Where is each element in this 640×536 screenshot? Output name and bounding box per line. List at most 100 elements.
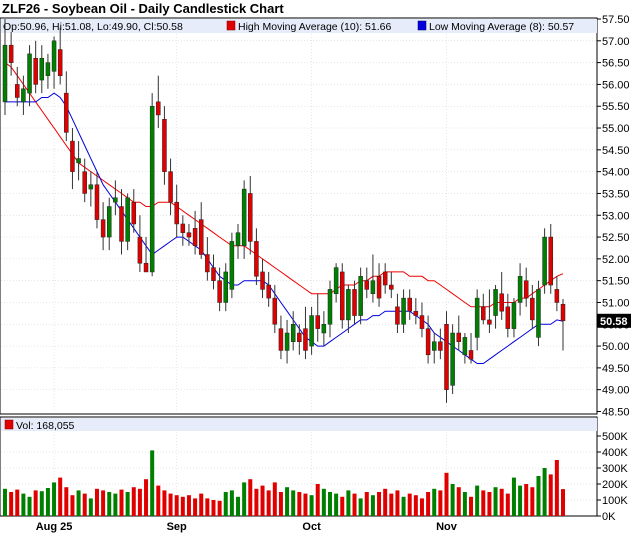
candle-body [407,297,412,312]
volume-bar [76,490,81,516]
candle-body [462,337,468,356]
volume-bar [493,487,498,516]
volume-bar [548,474,553,516]
chart-title: ZLF26 - Soybean Oil - Daily Candlestick … [2,1,284,16]
x-axis: Aug 25 Sep Oct Nov [36,521,458,533]
volume-bar [52,482,57,516]
candle-body [272,297,278,325]
volume-tick-label: 0K [602,511,616,523]
volume-legend-swatch [4,419,14,430]
candle-body [39,58,45,81]
volume-bar [309,495,314,516]
candle-body [303,328,308,351]
volume-bar [272,482,277,516]
candle-body [499,293,504,312]
last-price-tag-bg [597,313,631,328]
volume-bar [327,492,332,516]
volume-bar [297,492,302,516]
high-ma-legend-swatch [226,20,236,31]
volume-bar [101,490,106,516]
candle-body [297,332,302,342]
time-label: Sep [167,521,187,533]
volume-bar [413,495,418,516]
candle-body [481,306,486,321]
candle-body [487,319,492,325]
volume-bar [15,489,20,516]
volume-bar [242,482,247,516]
volume-bar [70,495,75,516]
volume-bar [377,492,382,516]
volume-bar [511,477,516,516]
candle-body [511,302,517,329]
volume-bar [82,493,87,516]
candle-body [376,276,382,299]
candle-body [100,219,106,238]
candle-body [137,236,143,264]
time-label: Oct [302,521,321,533]
volume-bar [223,492,228,516]
volume-tick-label: 300K [602,463,628,475]
volume-bar [444,472,449,516]
candle-body [358,276,363,316]
candle-body [315,315,320,329]
volume-bar [542,468,547,516]
candle-body [493,289,498,316]
price-tick-label: 53.00 [602,210,630,222]
candle-body [352,289,357,316]
volume-axis: 0K 100K 200K 300K 400K 500K [597,431,628,523]
candle-body [456,332,462,342]
volume-bar [94,488,99,516]
price-tick-label: 55.00 [602,123,630,135]
volume-tick-label: 100K [602,495,628,507]
volume-bar [248,479,253,516]
candle-body [211,267,216,281]
price-tick-label: 57.50 [602,14,630,26]
ohlc-readout: Op:50.96, Hi:51.08, Lo:49.90, Cl:50.58 [3,21,183,33]
volume-bar [217,500,222,516]
volume-bar [462,492,467,516]
candle-body [131,201,137,225]
candle-body [419,315,425,329]
volume-bar [450,484,455,516]
volume-bar [211,500,216,516]
candle-body [8,44,14,63]
volume-bar [432,488,437,516]
volume-bar [125,492,130,516]
candle-body [156,101,161,116]
candle-body [2,44,8,103]
candle-body [21,88,26,103]
volume-bar [254,488,259,516]
volume-bar [107,492,112,516]
price-tick-label: 57.00 [602,36,630,48]
price-panel [0,17,598,415]
candle-body [168,171,173,203]
candle-body [82,171,87,194]
volume-bar [9,492,14,516]
candle-body [125,197,130,242]
candle-body [517,276,523,303]
volume-bar [236,496,241,516]
candle-body [284,332,290,351]
candle-body [88,184,94,190]
volume-bar [168,493,173,516]
candle-body [113,197,118,203]
candle-body [444,324,449,390]
price-tick-label: 49.50 [602,363,630,375]
volume-bar [119,489,124,516]
volume-bar [39,491,44,516]
candle-body [27,53,32,94]
volume-bar [137,488,142,516]
volume-bar [113,493,118,516]
price-tick-label: 52.50 [602,232,630,244]
volume-bar [205,498,210,516]
volume-bar [364,492,369,516]
volume-bar [144,479,149,516]
volume-bar [260,485,265,516]
candle-body [266,284,271,299]
candle-body [180,223,186,233]
volume-bar [303,493,308,516]
candle-body [223,271,228,303]
candle-body [333,267,339,295]
volume-bar [401,496,406,516]
